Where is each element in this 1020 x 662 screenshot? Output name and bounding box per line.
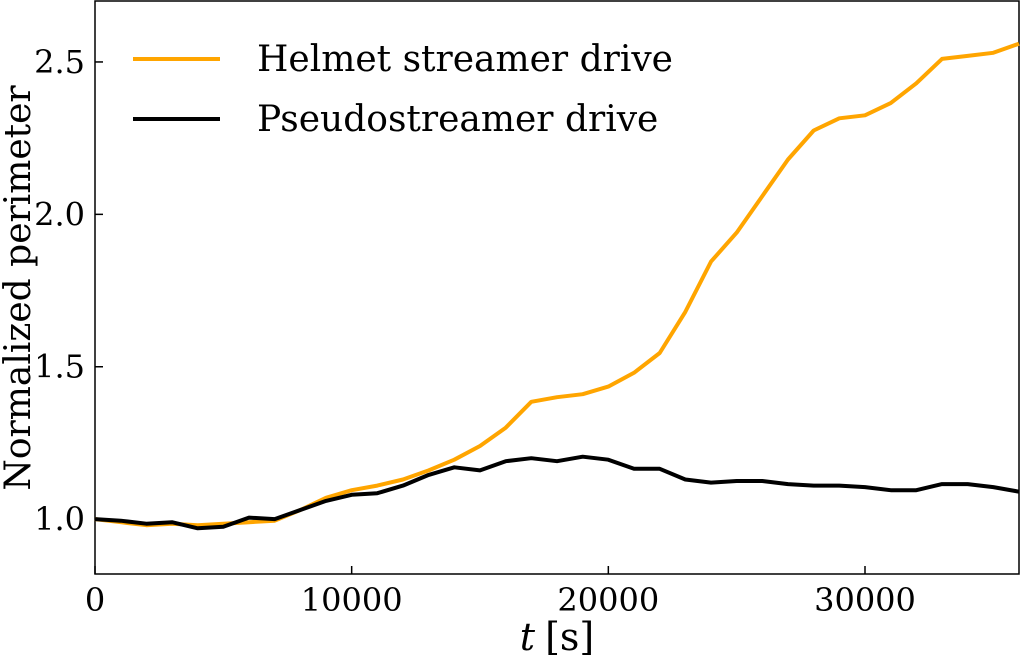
x-axis-label: t [s] bbox=[520, 615, 594, 659]
plot-area bbox=[94, 0, 1020, 575]
x-tick-label: 30000 bbox=[814, 581, 916, 619]
series-line-pseudostreamer bbox=[94, 454, 1020, 531]
series-line-helmet-streamer bbox=[94, 41, 1020, 528]
x-tick-label: 10000 bbox=[301, 581, 403, 619]
x-axis-label-variable: t bbox=[520, 615, 536, 659]
x-axis-ticks: 0 10000 20000 30000 bbox=[85, 566, 916, 619]
x-axis-label-unit: [s] bbox=[545, 615, 594, 659]
y-tick-label: 2.5 bbox=[34, 43, 85, 81]
y-tick-label: 1.5 bbox=[34, 348, 85, 386]
plot-frame bbox=[94, 0, 1020, 575]
series-layer bbox=[94, 41, 1020, 531]
y-axis-ticks: 1.0 1.5 2.0 2.5 bbox=[34, 43, 103, 538]
legend-label: Helmet streamer drive bbox=[257, 39, 673, 80]
y-tick-label: 2.0 bbox=[34, 195, 85, 233]
legend: Helmet streamer drive Pseudostreamer driv… bbox=[133, 39, 673, 140]
x-tick-label: 0 bbox=[85, 581, 105, 619]
legend-label: Pseudostreamer drive bbox=[257, 99, 658, 140]
x-tick-label: 20000 bbox=[557, 581, 659, 619]
y-tick-label: 1.0 bbox=[34, 500, 85, 538]
y-axis-label: Normalized perimeter bbox=[0, 85, 39, 491]
